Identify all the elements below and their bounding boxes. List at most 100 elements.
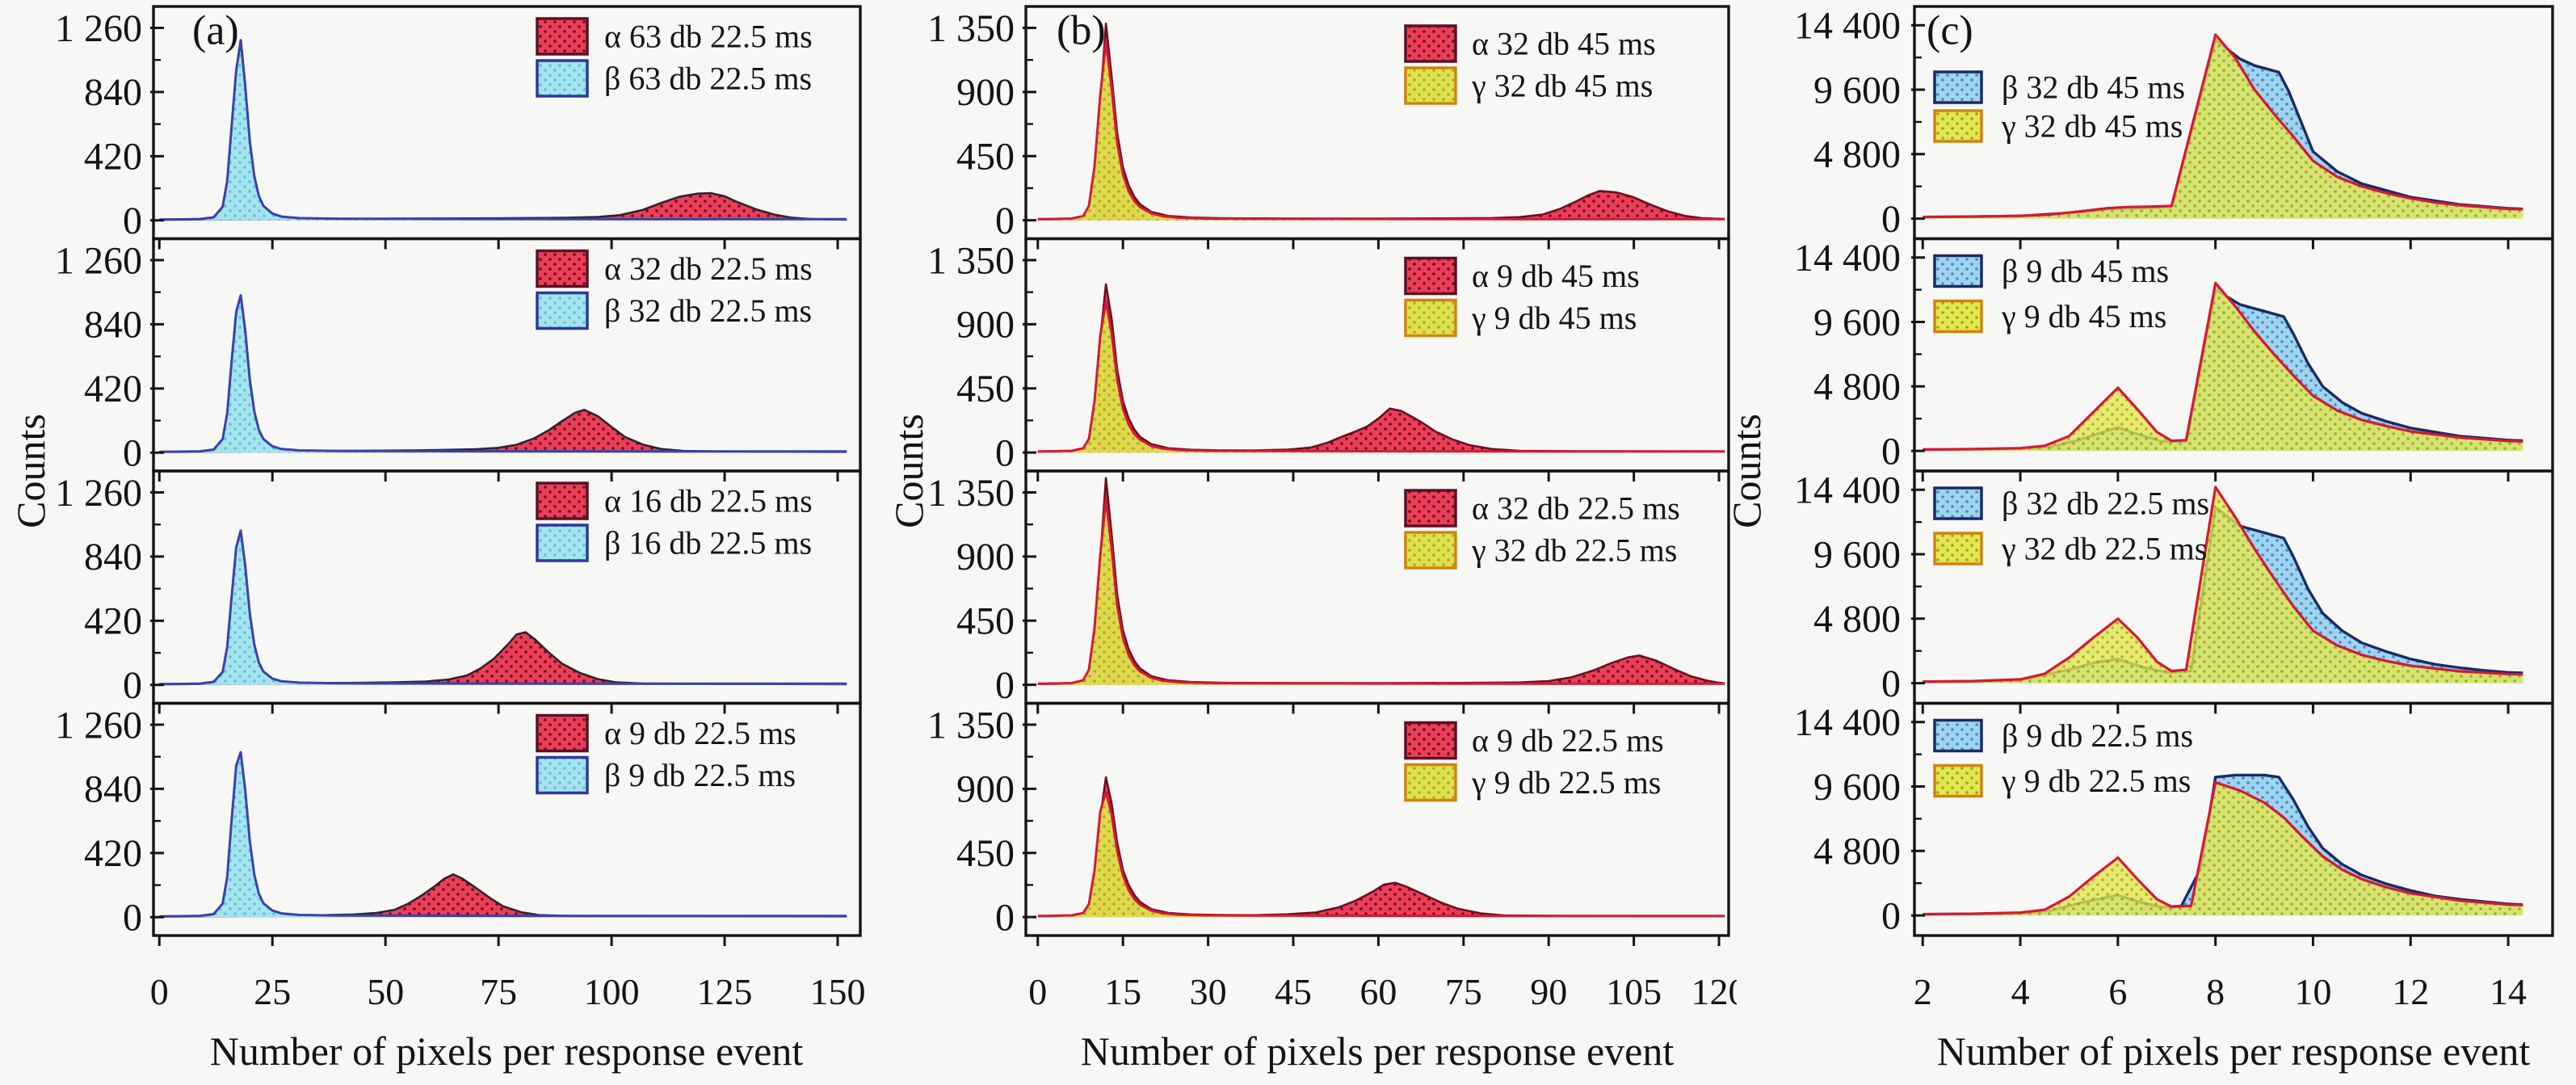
y-axis-ticks: 0 450 900 1 350 — [927, 7, 1036, 242]
x-axis-tick-labels: 0 25 50 75 100 125 150 — [150, 971, 866, 1012]
y-axis-tick-label: 450 — [956, 368, 1015, 410]
y-axis-tick-label: 4 800 — [1813, 598, 1901, 641]
legend-label: α 9 db 45 ms — [1472, 258, 1640, 294]
series-area-texture — [1037, 499, 1725, 685]
x-axis-tick-label: 10 — [2294, 971, 2331, 1012]
series-area-texture — [1923, 782, 2523, 916]
legend-swatch-border — [1933, 718, 1983, 753]
x-axis-tick-label: 4 — [2011, 971, 2030, 1012]
series-β 32 db 22.5 ms — [159, 294, 847, 453]
panel-row-4: 0 4 800 9 600 14 400 β 9 db 22.5 ms γ 9 db 22… — [1794, 701, 2554, 946]
x-axis-tick-label: 45 — [1275, 971, 1312, 1012]
x-axis-tick-label: 25 — [254, 971, 291, 1012]
series-outline — [1037, 790, 1725, 918]
series-outline — [1923, 486, 2523, 683]
legend-item: α 16 db 22.5 ms — [536, 482, 813, 520]
legend-label: β 16 db 22.5 ms — [604, 525, 812, 561]
y-axis-ticks: 0 4 800 9 600 14 400 — [1794, 237, 1925, 473]
x-axis-ticks — [158, 703, 839, 714]
legend-label: γ 9 db 22.5 ms — [1471, 764, 1661, 801]
y-axis-ticks: 0 420 840 1 260 — [55, 704, 164, 940]
legend-item: β 16 db 22.5 ms — [536, 524, 812, 562]
legend-swatch-border — [1933, 70, 1983, 104]
panel-label-a: (a) — [192, 7, 239, 54]
series-γ 9 db 45 ms — [1037, 300, 1725, 453]
legend-item: β 32 db 22.5 ms — [536, 291, 812, 330]
series-area-texture — [159, 530, 847, 685]
legend-item: γ 9 db 45 ms — [1404, 298, 1637, 338]
y-axis-tick-label: 420 — [84, 832, 142, 875]
legend-item: γ 9 db 45 ms — [1933, 298, 2166, 334]
y-axis-tick-label: 420 — [84, 136, 142, 179]
panel-row-3: 0 420 840 1 260 α 16 db 22.5 ms β 16 db 22.5 … — [55, 469, 862, 714]
y-axis-tick-label: 1 350 — [927, 239, 1015, 282]
x-axis-tick-label: 14 — [2490, 971, 2527, 1012]
y-axis-tick-label: 420 — [84, 368, 142, 410]
legend-item: β 63 db 22.5 ms — [536, 59, 812, 98]
y-axis-tick-label: 1 260 — [55, 7, 142, 50]
panel-row-4: 0 420 840 1 260 α 9 db 22.5 ms β 9 db 22.5 ms — [55, 701, 862, 946]
y-axis-tick-label: 0 — [1881, 198, 1901, 241]
legend-item: γ 32 db 45 ms — [1404, 66, 1653, 105]
x-axis-tick-label: 75 — [480, 971, 517, 1012]
y-axis-tick-label: 0 — [995, 896, 1015, 939]
series-area-texture — [1037, 791, 1725, 918]
y-axis-title-a: Counts — [8, 414, 53, 528]
legend-swatch-border — [1404, 256, 1457, 296]
y-axis-tick-label: 0 — [1881, 894, 1901, 937]
legend-label: β 9 db 22.5 ms — [604, 757, 796, 793]
y-axis-ticks: 0 420 840 1 260 — [55, 472, 164, 707]
series-area-texture — [159, 874, 847, 918]
panel-row-1: 0 4 800 9 600 14 400 β 32 db 45 msγ 32 db 45… — [1794, 5, 2554, 250]
legend-label: α 32 db 45 ms — [1472, 26, 1656, 62]
x-axis-tick-label: 30 — [1190, 971, 1227, 1012]
legend-item: β 32 db 45 ms — [1933, 69, 2185, 106]
x-axis-ticks — [1036, 471, 1721, 482]
legend-swatch-border — [1404, 298, 1457, 338]
y-axis-tick-label: 900 — [956, 71, 1015, 114]
legend-label: γ 32 db 22.5 ms — [2001, 531, 2207, 567]
legend-item: γ 32 db 22.5 ms — [1404, 531, 1677, 570]
y-axis-tick-label: 0 — [123, 200, 142, 242]
series-area-texture — [1037, 42, 1725, 221]
panel-row-3: 0 4 800 9 600 14 400 β 32 db 22.5 ms γ 32 db … — [1794, 469, 2554, 714]
legend-label: γ 32 db 22.5 ms — [1471, 532, 1677, 569]
y-axis-ticks: 0 4 800 9 600 14 400 — [1794, 469, 1925, 705]
legend-label: α 9 db 22.5 ms — [1472, 722, 1664, 759]
series-γ 9 db 22.5 ms — [1037, 790, 1725, 918]
legend: β 32 db 22.5 ms γ 32 db 22.5 ms — [1933, 486, 2209, 567]
y-axis-tick-label: 1 260 — [55, 472, 142, 515]
y-axis-tick-label: 1 350 — [927, 472, 1015, 515]
y-axis-ticks: 0 450 900 1 350 — [927, 704, 1036, 939]
x-axis-title-a: Number of pixels per response event — [209, 1028, 804, 1074]
panel-row-4: 0 450 900 1 350 α 9 db 22.5 ms γ 9 db 22.5 ms — [927, 701, 1730, 946]
x-axis-tick-label: 75 — [1445, 971, 1482, 1012]
panel-row-1: 0 450 900 1 350 α 32 db 45 ms γ 32 db 45 ms — [927, 5, 1730, 250]
y-axis-tick-label: 14 400 — [1794, 5, 1901, 48]
y-axis-tick-label: 0 — [1881, 662, 1901, 705]
panel-row-1: 0 420 840 1 260 α 63 db 22.5 ms β 63 db 22.5 … — [55, 5, 862, 250]
panel-row-2: 0 450 900 1 350 α 9 db 45 ms γ 9 db 45 ms — [927, 237, 1730, 482]
x-axis-ticks — [1036, 703, 1721, 714]
legend-item: α 9 db 45 ms — [1404, 256, 1640, 296]
x-axis-ticks — [1036, 936, 1721, 946]
series-area-texture — [159, 752, 847, 918]
legend-swatch-border — [1404, 66, 1457, 105]
y-axis-tick-label: 420 — [84, 600, 142, 643]
series-area-texture — [1037, 301, 1725, 453]
series-area-texture — [1923, 34, 2523, 219]
y-axis-tick-label: 0 — [995, 200, 1015, 242]
x-axis-tick-label: 0 — [150, 971, 169, 1012]
x-axis-tick-label: 150 — [810, 971, 866, 1012]
legend-swatch-border — [536, 482, 589, 520]
legend-swatch-border — [536, 755, 589, 795]
series-outline — [159, 529, 847, 686]
y-axis-tick-label: 4 800 — [1813, 831, 1901, 873]
y-axis-ticks: 0 420 840 1 260 — [55, 239, 164, 475]
panel-row-2: 0 420 840 1 260 α 32 db 22.5 ms β 32 db 22.5 … — [55, 237, 862, 482]
series-outline — [159, 294, 847, 453]
legend-label: γ 9 db 45 ms — [1471, 300, 1637, 336]
x-axis-tick-label: 6 — [2108, 971, 2127, 1012]
